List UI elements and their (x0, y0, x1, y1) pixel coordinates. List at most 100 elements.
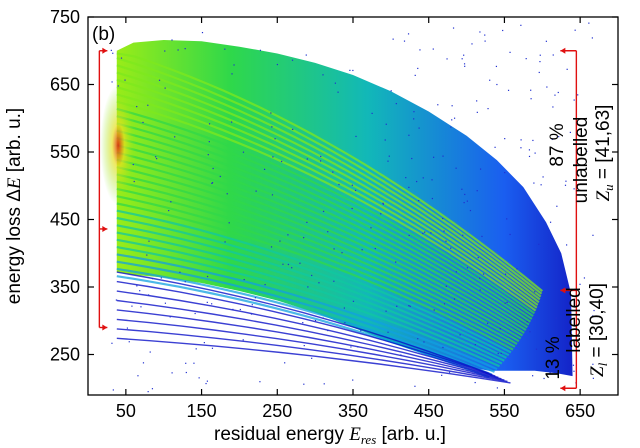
noise-point (573, 99, 575, 101)
left-bracket-arrow (102, 225, 108, 232)
right-bracket-arrow (560, 385, 566, 392)
noise-point (380, 213, 382, 215)
axis-ticks: 50 150 250 350 450 550 650 250 350 450 550 650 750 (50, 7, 618, 421)
noise-point (142, 362, 145, 364)
noise-point (506, 218, 508, 220)
noise-point (195, 348, 197, 350)
noise-point (539, 54, 541, 56)
noise-point (302, 322, 304, 324)
band-ridge (116, 129, 532, 323)
band-ridge (116, 260, 495, 373)
y-tick-label: 750 (50, 7, 80, 27)
band-ridge (116, 115, 534, 318)
noise-point (506, 301, 508, 303)
noise-point (349, 69, 351, 71)
noise-point (453, 298, 456, 300)
noise-point (131, 305, 133, 307)
band-ridge (116, 209, 512, 354)
band-ridge (116, 86, 539, 306)
noise-point (111, 342, 113, 344)
noise-point (417, 338, 419, 340)
noise-point (390, 90, 392, 92)
noise-point (151, 388, 154, 390)
noise-point (552, 106, 554, 108)
noise-point (136, 285, 138, 287)
noise-point (164, 50, 166, 52)
noise-point (411, 157, 413, 160)
noise-point (384, 139, 386, 141)
noise-point (554, 94, 556, 96)
noise-point (403, 40, 406, 42)
noise-point (416, 180, 418, 183)
noise-point (448, 371, 451, 373)
band-ridge (116, 231, 505, 362)
noise-point (211, 182, 213, 185)
noise-point (487, 108, 489, 110)
noise-point (231, 73, 233, 75)
noise-point (462, 234, 464, 236)
upper-group-label: unlabelled (571, 117, 592, 204)
noise-point (306, 221, 308, 223)
noise-point (572, 364, 575, 366)
noise-point (520, 24, 522, 26)
noise-point (228, 222, 230, 224)
noise-point (542, 176, 544, 178)
noise-point (170, 201, 172, 203)
noise-point (400, 354, 402, 356)
noise-point (193, 362, 195, 364)
noise-point (469, 209, 472, 212)
noise-point (532, 375, 534, 377)
x-axis-label: residual energy Eres [arb. u.] (214, 424, 446, 447)
noise-point (361, 249, 363, 251)
noise-point (208, 141, 210, 143)
noise-point (502, 29, 504, 32)
noise-point (442, 217, 444, 220)
noise-point (484, 40, 486, 42)
noise-point (320, 160, 322, 162)
noise-point (270, 246, 273, 248)
noise-point (442, 346, 444, 349)
y-tick-label: 250 (50, 345, 80, 365)
x-tick-label: 650 (565, 401, 595, 421)
noise-point (479, 289, 481, 291)
noise-point (588, 22, 590, 24)
tail-band (116, 309, 502, 380)
noise-point (206, 301, 208, 303)
noise-point (117, 85, 119, 87)
tail-band (116, 271, 490, 375)
noise-point (452, 27, 455, 29)
noise-point (147, 104, 149, 106)
noise-point (577, 94, 579, 96)
y-tick-label: 450 (50, 210, 80, 230)
noise-point (112, 389, 114, 391)
noise-point (566, 244, 568, 246)
noise-point (482, 273, 485, 275)
noise-point (538, 304, 540, 306)
noise-point (233, 64, 235, 66)
band-ridge (116, 136, 530, 326)
intensity-peak (100, 85, 137, 206)
noise-point (504, 302, 506, 304)
noise-point (305, 54, 307, 56)
tail-band (116, 318, 505, 381)
noise-point (530, 98, 532, 100)
noise-point (507, 89, 510, 91)
noise-point (352, 379, 354, 381)
band-ridge (116, 64, 542, 298)
noise-point (417, 67, 419, 70)
noise-point (453, 117, 456, 119)
noise-point (322, 74, 324, 76)
noise-point (259, 49, 261, 51)
noise-point (479, 168, 482, 170)
noise-point (239, 308, 241, 311)
noise-point (212, 167, 214, 170)
band-ridge (116, 180, 520, 343)
noise-point (509, 51, 511, 53)
noise-point (270, 112, 272, 114)
noise-point (132, 163, 134, 166)
noise-point (419, 49, 421, 51)
noise-point (208, 123, 211, 125)
density-cloud (100, 39, 573, 384)
noise-point (509, 233, 511, 236)
noise-point (155, 156, 157, 158)
